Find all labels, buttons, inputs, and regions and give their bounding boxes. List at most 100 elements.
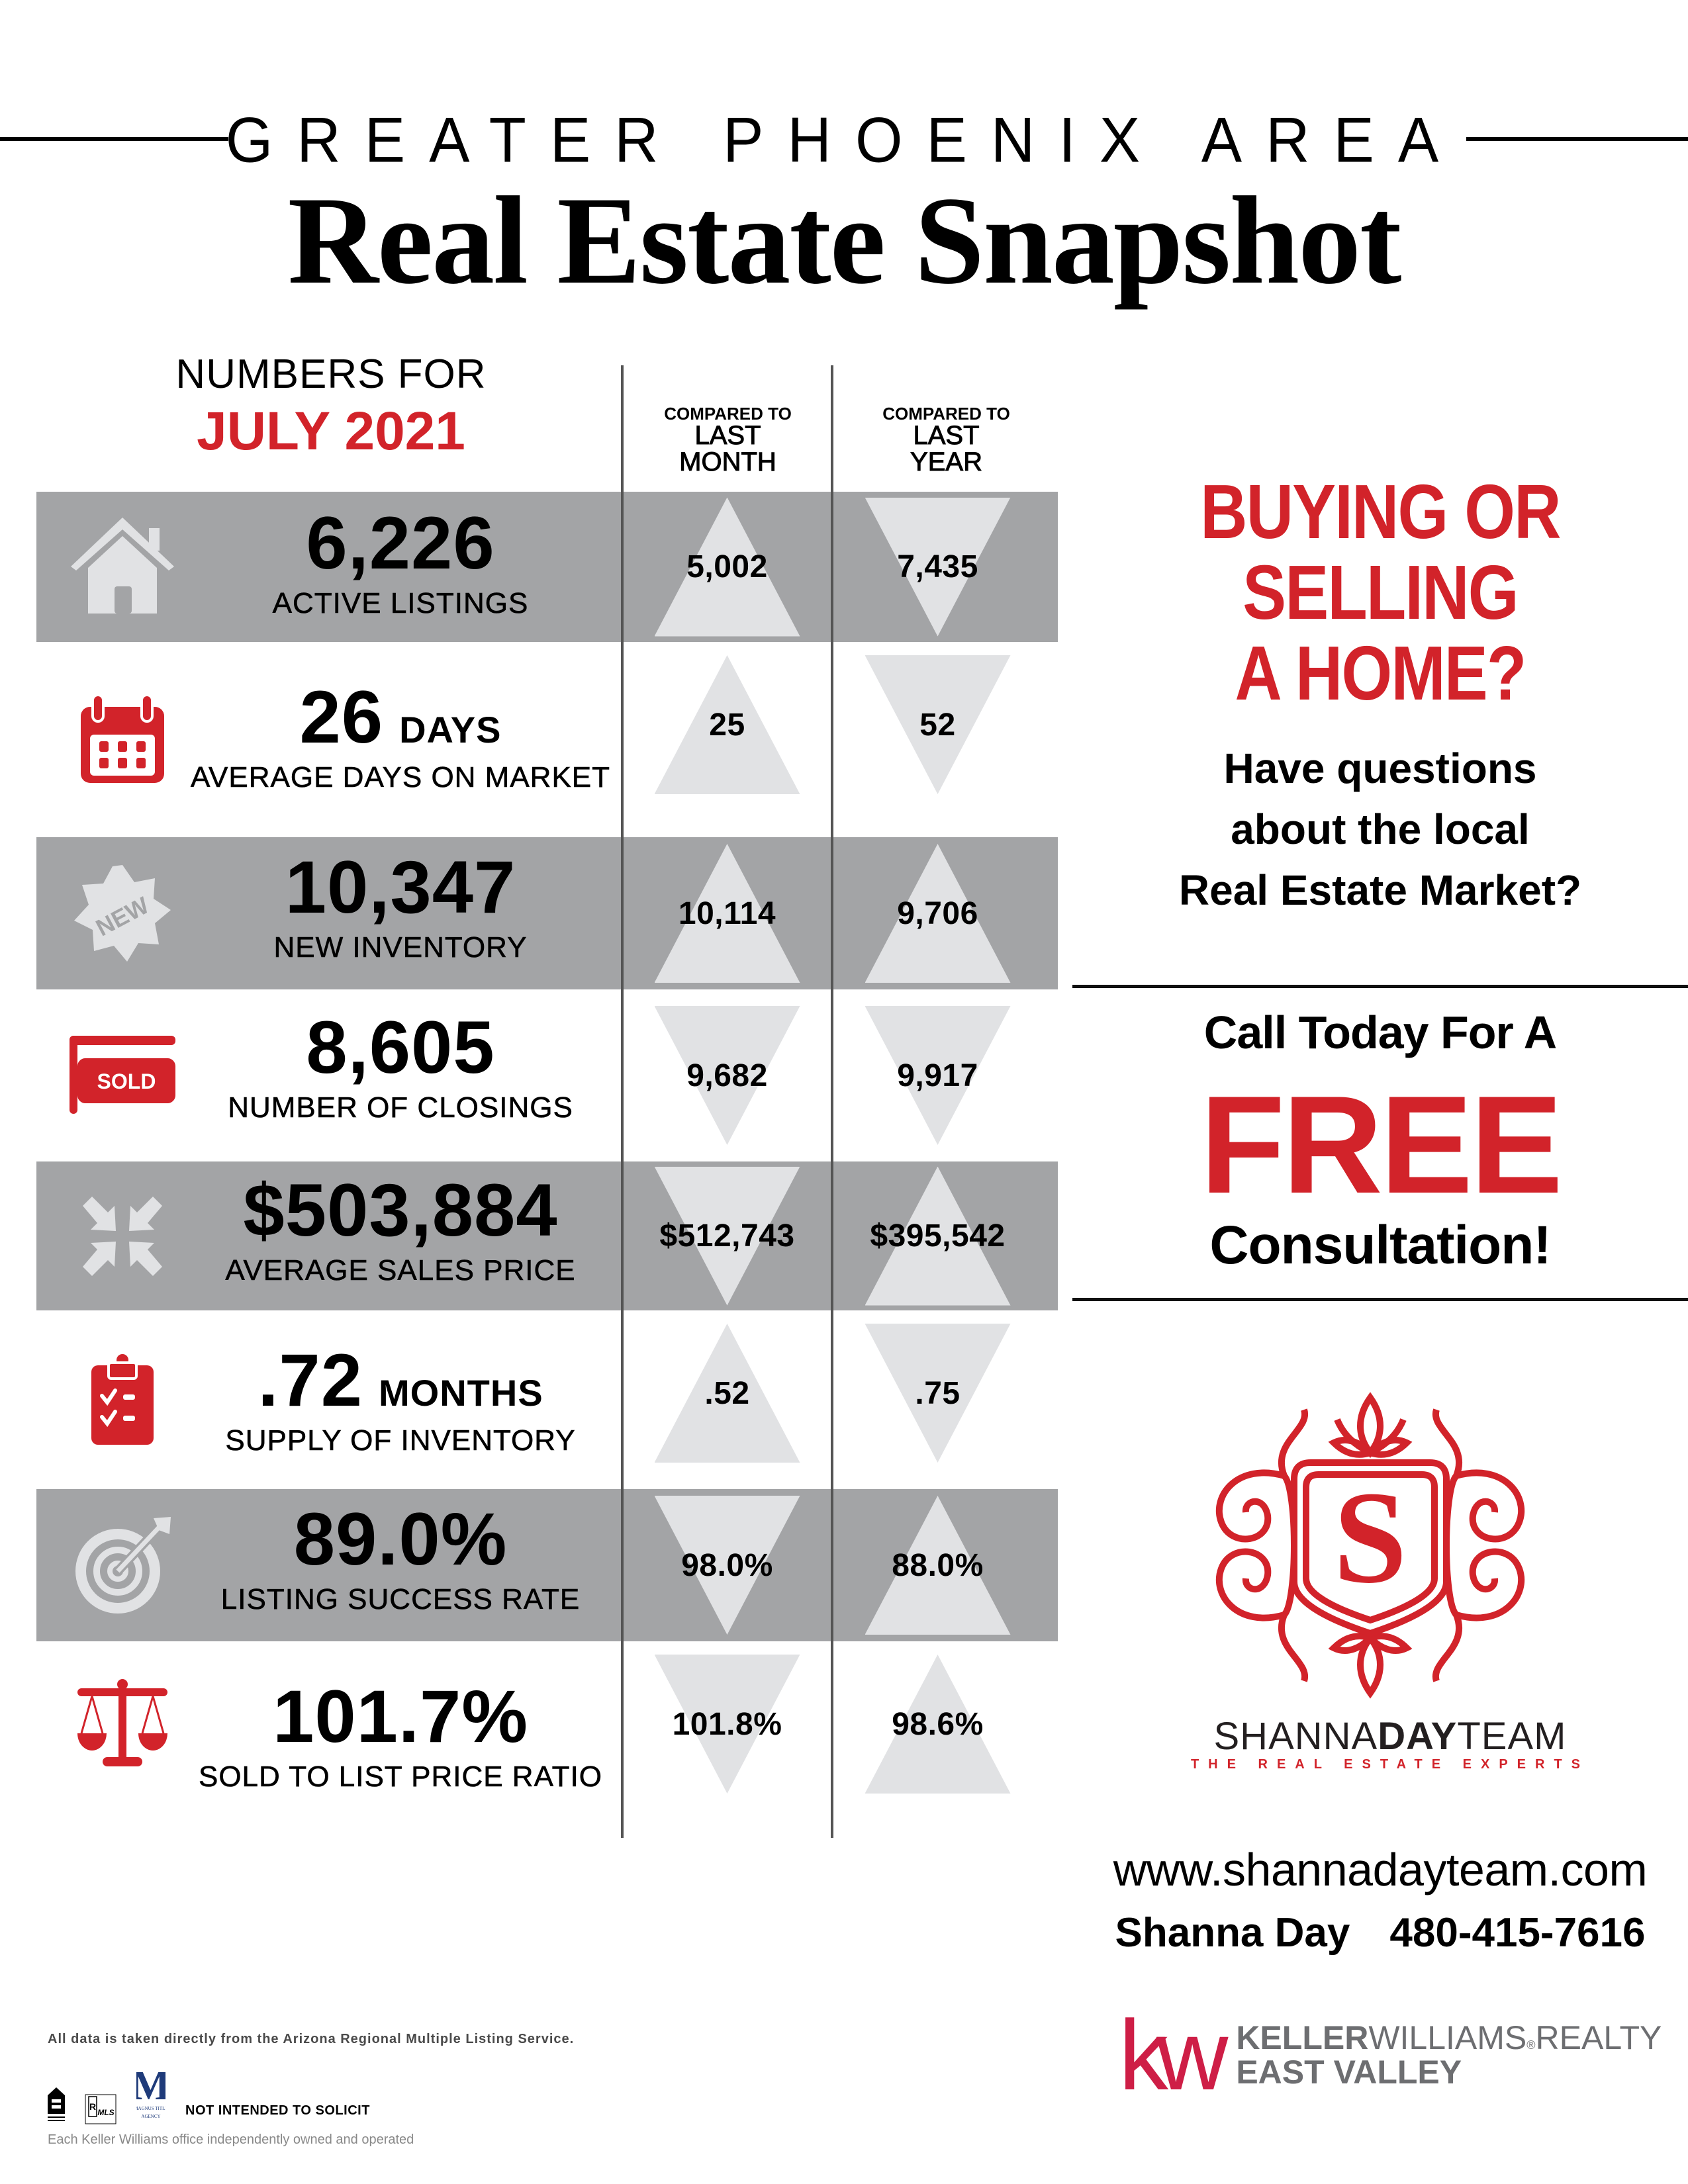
metric-label: NUMBER OF CLOSINGS xyxy=(228,1091,573,1124)
metric-label: NEW INVENTORY xyxy=(273,931,528,964)
sold-sign-icon: SOLD xyxy=(63,989,182,1161)
data-source-disclaimer: All data is taken directly from the Ariz… xyxy=(48,2032,575,2046)
equal-housing-icon xyxy=(48,2087,65,2128)
col-line2: MONTH xyxy=(679,447,777,477)
compare-last-year: 88.0% xyxy=(833,1489,1043,1641)
brand-name-part: TEAM xyxy=(1457,1715,1567,1758)
compare-last-year: $395,542 xyxy=(833,1161,1043,1310)
compare-last-year: 52 xyxy=(833,642,1043,807)
metric-label: SUPPLY OF INVENTORY xyxy=(225,1424,576,1457)
metric-row-days-on-market: 26 DAYS AVERAGE DAYS ON MARKET 25 52 xyxy=(36,642,1058,837)
house-icon xyxy=(63,492,182,642)
metric-block: 26 DAYS AVERAGE DAYS ON MARKET xyxy=(169,680,632,794)
column-divider-2 xyxy=(831,365,833,1838)
metric-unit: DAYS xyxy=(399,709,502,751)
metric-value: 89.0% xyxy=(293,1498,508,1580)
kw-line1-end: REALTY xyxy=(1535,2019,1662,2056)
compare-last-year: 7,435 xyxy=(833,492,1043,642)
compress-arrows-icon xyxy=(63,1161,182,1310)
svg-text:MLS: MLS xyxy=(97,2108,114,2117)
cta-question-line: Have questions xyxy=(1223,745,1537,792)
metric-label: AVERAGE SALES PRICE xyxy=(225,1254,576,1287)
compare-value: 88.0% xyxy=(892,1547,984,1583)
shanna-day-team-logo: S xyxy=(1198,1390,1542,1701)
brand-name: SHANNADAYTEAM xyxy=(1125,1714,1655,1758)
metric-block: $503,884 AVERAGE SALES PRICE xyxy=(169,1173,632,1287)
compare-last-month: 101.8% xyxy=(622,1641,832,1807)
compare-value: 7,435 xyxy=(897,549,978,584)
metric-row-active-listings: 6,226 ACTIVE LISTINGS 5,002 7,435 xyxy=(36,492,1058,642)
compare-last-month: 98.0% xyxy=(622,1489,832,1641)
brand-tagline: THE REAL ESTATE EXPERTS xyxy=(1190,1757,1590,1772)
period-month: JULY 2021 xyxy=(197,401,465,461)
column-header-last-year: COMPARED TO LAST YEAR xyxy=(842,404,1051,477)
metric-block: 89.0% LISTING SUCCESS RATE xyxy=(169,1502,632,1616)
compare-last-year: 9,706 xyxy=(833,837,1043,989)
compare-value: .52 xyxy=(704,1375,750,1411)
cta-questions: Have questions about the local Real Esta… xyxy=(1072,738,1688,921)
cta-question-line: about the local xyxy=(1231,805,1530,853)
compare-value: $512,743 xyxy=(659,1218,795,1253)
metric-block: 6,226 ACTIVE LISTINGS xyxy=(169,506,632,620)
metric-value: 6,226 xyxy=(306,502,495,584)
compare-last-month: $512,743 xyxy=(622,1161,832,1310)
period-prefix: NUMBERS FOR xyxy=(175,351,487,397)
svg-text:M: M xyxy=(136,2065,165,2109)
kw-line1-bold: KELLER xyxy=(1236,2019,1369,2056)
col-line1: LAST xyxy=(913,421,980,450)
compare-last-month: 25 xyxy=(622,642,832,807)
kw-registered: ® xyxy=(1526,2038,1536,2052)
contact-line: Shanna Day 480-415-7616 xyxy=(1072,1909,1688,1956)
page-title: Real Estate Snapshot xyxy=(287,171,1402,310)
col-line2: YEAR xyxy=(910,447,983,477)
svg-text:SOLD: SOLD xyxy=(97,1069,156,1093)
metric-value: 26 xyxy=(299,676,384,758)
metric-row-closings: SOLD 8,605 NUMBER OF CLOSINGS 9,682 9,91… xyxy=(36,989,1058,1161)
col-line1: LAST xyxy=(694,421,761,450)
metric-row-listing-success-rate: 89.0% LISTING SUCCESS RATE 98.0% 88.0% xyxy=(36,1489,1058,1641)
metric-label: LISTING SUCCESS RATE xyxy=(220,1583,581,1616)
keller-williams-logo: kw KELLERWILLIAMS®REALTY EAST VALLEY xyxy=(1119,2005,1662,2105)
kw-line1-rest: WILLIAMS xyxy=(1368,2019,1527,2056)
metric-row-supply-of-inventory: .72 MONTHS SUPPLY OF INVENTORY .52 .75 xyxy=(36,1310,1058,1489)
col-small: COMPARED TO xyxy=(664,404,792,424)
compare-last-month: .52 xyxy=(622,1310,832,1476)
compare-value: 25 xyxy=(709,707,745,743)
column-divider-1 xyxy=(621,365,624,1838)
metric-row-average-sales-price: $503,884 AVERAGE SALES PRICE $512,743 $3… xyxy=(36,1161,1058,1310)
compare-last-year: 98.6% xyxy=(833,1641,1043,1807)
cta-divider-top xyxy=(1072,985,1688,988)
column-header-last-month: COMPARED TO LAST MONTH xyxy=(624,404,832,477)
compare-value: 9,682 xyxy=(686,1058,768,1093)
metric-unit: MONTHS xyxy=(379,1372,543,1414)
cta-headline-line: A HOME? xyxy=(1235,630,1526,716)
compare-last-month: 9,682 xyxy=(622,989,832,1161)
compare-value: 101.8% xyxy=(672,1706,782,1742)
cta-headline-line: SELLING xyxy=(1243,549,1519,635)
metric-row-new-inventory: NEW 10,347 NEW INVENTORY 10,114 9,706 xyxy=(36,837,1058,989)
metric-label: SOLD TO LIST PRICE RATIO xyxy=(198,1760,602,1794)
col-small: COMPARED TO xyxy=(882,404,1010,424)
agent-name: Shanna Day xyxy=(1115,1910,1350,1956)
compare-value: 10,114 xyxy=(678,895,776,931)
metric-value: 8,605 xyxy=(306,1006,495,1089)
realtor-mls-icon: R MLS xyxy=(85,2094,117,2128)
svg-text:R: R xyxy=(89,2101,96,2112)
compare-last-year: .75 xyxy=(833,1310,1043,1476)
kw-mark-icon: kw xyxy=(1119,1999,1228,2111)
free-text: FREE xyxy=(1199,1067,1563,1222)
svg-text:S: S xyxy=(1333,1465,1407,1611)
independently-owned-note: Each Keller Williams office independentl… xyxy=(48,2132,414,2147)
consultation-text: Consultation! xyxy=(1209,1215,1551,1275)
metric-value: $503,884 xyxy=(243,1169,558,1251)
cta-question-line: Real Estate Market? xyxy=(1178,866,1582,914)
phone-number[interactable]: 480-415-7616 xyxy=(1389,1910,1646,1956)
website-link[interactable]: www.shannadayteam.com xyxy=(1113,1844,1648,1895)
metric-value: 10,347 xyxy=(285,846,516,929)
metric-block: 10,347 NEW INVENTORY xyxy=(169,850,632,964)
compare-last-month: 5,002 xyxy=(622,492,832,642)
svg-text:AGENCY: AGENCY xyxy=(141,2114,160,2119)
not-intended-to-solicit: NOT INTENDED TO SOLICIT xyxy=(185,2103,370,2118)
